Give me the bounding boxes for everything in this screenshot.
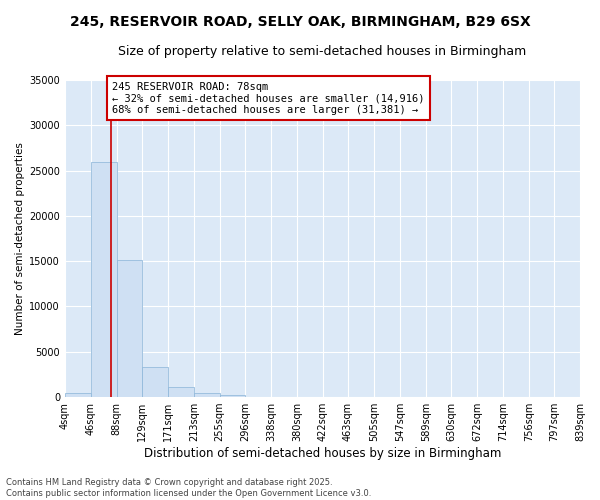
Y-axis label: Number of semi-detached properties: Number of semi-detached properties	[15, 142, 25, 335]
Bar	[65, 394, 91, 397]
Bar	[194, 392, 220, 397]
Bar	[220, 396, 245, 397]
Text: Contains HM Land Registry data © Crown copyright and database right 2025.
Contai: Contains HM Land Registry data © Crown c…	[6, 478, 371, 498]
Text: 245, RESERVOIR ROAD, SELLY OAK, BIRMINGHAM, B29 6SX: 245, RESERVOIR ROAD, SELLY OAK, BIRMINGH…	[70, 15, 530, 29]
Text: 245 RESERVOIR ROAD: 78sqm
← 32% of semi-detached houses are smaller (14,916)
68%: 245 RESERVOIR ROAD: 78sqm ← 32% of semi-…	[112, 82, 425, 115]
X-axis label: Distribution of semi-detached houses by size in Birmingham: Distribution of semi-detached houses by …	[144, 447, 501, 460]
Bar	[91, 162, 117, 397]
Bar	[142, 367, 168, 397]
Bar	[117, 260, 142, 397]
Bar	[168, 387, 194, 397]
Title: Size of property relative to semi-detached houses in Birmingham: Size of property relative to semi-detach…	[118, 45, 527, 58]
